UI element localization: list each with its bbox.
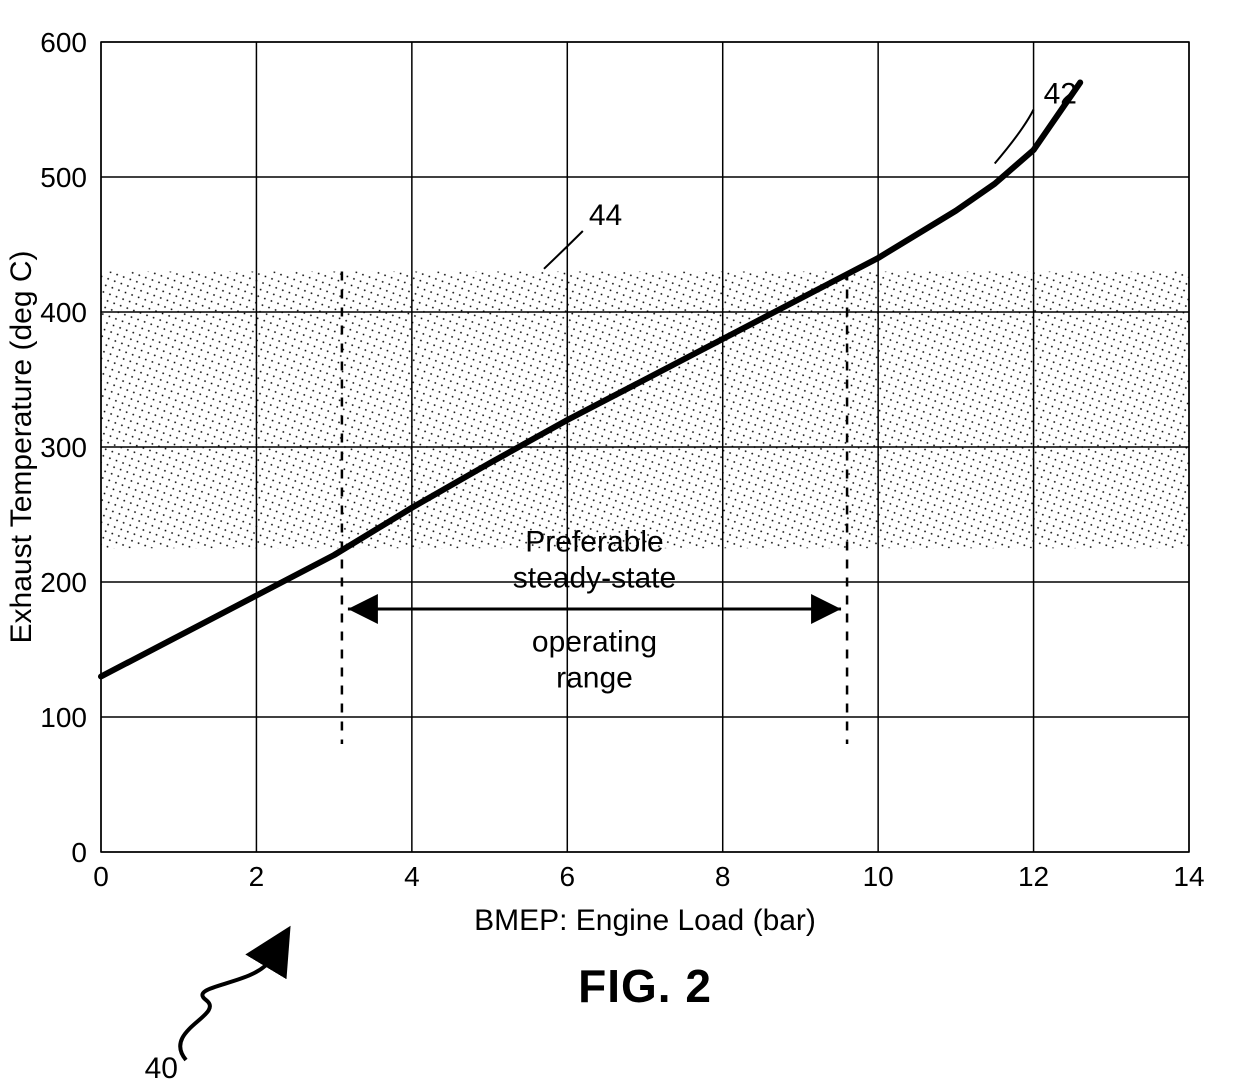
x-tick-label: 2	[249, 861, 265, 892]
x-tick-label: 12	[1018, 861, 1049, 892]
x-tick-label: 14	[1173, 861, 1204, 892]
operating-range-label: operating	[532, 625, 657, 658]
exhaust-temp-chart: 0 2 4 6 8 10 12 14 0 100 200 300 400 500 600 BMEP: Engi…	[0, 0, 1240, 1083]
x-tick-label: 0	[93, 861, 109, 892]
figure-caption: FIG. 2	[578, 960, 712, 1012]
ref-40-label: 40	[145, 1052, 178, 1083]
operating-range-label: Preferable	[525, 525, 663, 558]
y-tick-label: 400	[40, 297, 87, 328]
y-tick-label: 200	[40, 567, 87, 598]
x-axis-label: BMEP: Engine Load (bar)	[474, 904, 816, 937]
x-tick-label: 8	[715, 861, 731, 892]
shaded-operating-band	[101, 272, 1189, 549]
operating-range-label: steady-state	[513, 561, 676, 594]
ref-44-label: 44	[589, 199, 622, 232]
y-tick-label: 100	[40, 702, 87, 733]
x-tick-label: 10	[863, 861, 894, 892]
y-tick-label: 600	[40, 27, 87, 58]
figure-container: 0 2 4 6 8 10 12 14 0 100 200 300 400 500 600 BMEP: Engi…	[0, 0, 1240, 1083]
x-tick-label: 6	[559, 861, 575, 892]
y-tick-label: 0	[71, 837, 87, 868]
ref-42-label: 42	[1044, 78, 1077, 111]
operating-range-label: range	[556, 661, 633, 694]
y-tick-label: 300	[40, 432, 87, 463]
x-tick-label: 4	[404, 861, 420, 892]
y-axis-label: Exhaust Temperature (deg C)	[5, 251, 38, 644]
y-tick-label: 500	[40, 162, 87, 193]
